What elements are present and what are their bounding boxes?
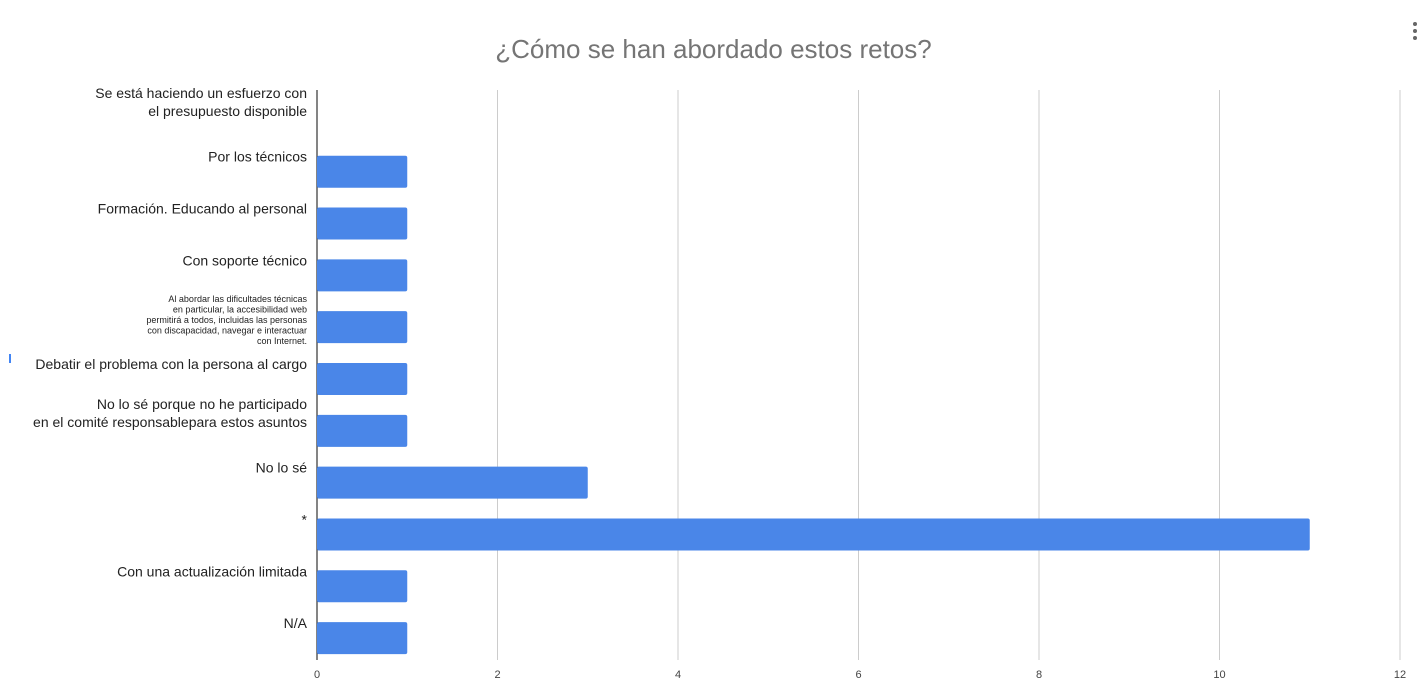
category-label: N/A	[284, 615, 308, 631]
bar[interactable]	[317, 155, 408, 188]
more-options-icon[interactable]	[1408, 22, 1422, 44]
bars	[317, 155, 1310, 655]
category-label: Con soporte técnico	[182, 252, 307, 268]
x-tick-label: 8	[1036, 669, 1042, 680]
category-label: No lo sé porque no he participado en el c…	[33, 396, 307, 430]
category-label: Con una actualización limitada	[117, 563, 307, 579]
bar[interactable]	[317, 414, 408, 447]
x-tick-label: 4	[675, 669, 681, 680]
bar[interactable]	[317, 207, 408, 240]
bar[interactable]	[317, 570, 408, 603]
bar[interactable]	[317, 518, 1310, 551]
x-tick-label: 2	[494, 669, 500, 680]
category-label: Formación. Educando al personal	[98, 201, 307, 217]
category-label: Por los técnicos	[208, 149, 307, 165]
x-tick-label: 12	[1394, 669, 1406, 680]
bar[interactable]	[317, 622, 408, 655]
bar[interactable]	[317, 259, 408, 292]
x-tick-labels: 0 2 4 6 8 10 12	[314, 669, 1406, 680]
category-label: Se está haciendo un esfuerzo con el presu…	[95, 85, 307, 119]
category-labels: Se está haciendo un esfuerzo con el presu…	[33, 85, 308, 631]
x-tick-label: 0	[314, 669, 320, 680]
category-label: Debatir el problema con la persona al ca…	[35, 356, 307, 372]
bar[interactable]	[317, 311, 408, 344]
x-tick-label: 10	[1213, 669, 1225, 680]
category-label: No lo sé	[256, 460, 308, 476]
category-label: *	[302, 511, 308, 527]
x-tick-label: 6	[855, 669, 861, 680]
gridlines	[316, 90, 1401, 660]
edge-marker	[9, 354, 11, 363]
bar[interactable]	[317, 363, 408, 395]
bar[interactable]	[317, 466, 588, 499]
category-label: Al abordar las dificultades técnicas en p…	[146, 294, 307, 346]
chart-title: ¿Cómo se han abordado estos retos?	[495, 34, 932, 64]
